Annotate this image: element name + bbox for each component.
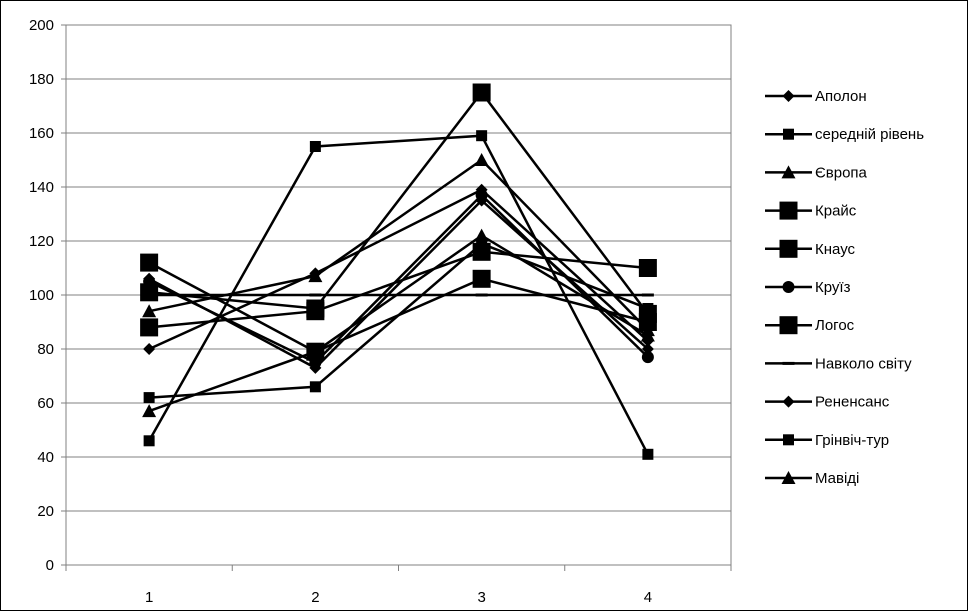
- legend-marker: [779, 239, 798, 258]
- series-line: [149, 250, 648, 329]
- legend-label: середній рівень: [815, 126, 924, 143]
- y-tick-label: 80: [37, 341, 54, 358]
- legend-label: Логос: [815, 317, 855, 334]
- data-point: [140, 253, 159, 272]
- data-point: [642, 303, 654, 314]
- data-point: [306, 302, 325, 321]
- data-point: [140, 283, 159, 302]
- series-line: [148, 198, 649, 370]
- data-point: [142, 304, 157, 318]
- legend-marker: [781, 471, 796, 484]
- series-line: [149, 242, 649, 399]
- series-line: [148, 188, 649, 351]
- data-point: [309, 361, 322, 374]
- data-point: [642, 448, 654, 460]
- data-point: [143, 272, 156, 285]
- legend-label: Мавіді: [815, 470, 859, 487]
- data-point: [140, 318, 159, 337]
- y-tick-label: 160: [29, 125, 54, 142]
- legend-marker: [783, 128, 794, 140]
- data-point: [638, 259, 657, 277]
- y-tick-label: 20: [37, 503, 54, 520]
- data-point: [476, 130, 488, 142]
- legend-marker: [779, 201, 798, 220]
- data-point: [474, 228, 489, 242]
- legend-label: Навколо світу: [815, 355, 912, 372]
- x-tick-label: 1: [145, 589, 153, 606]
- y-tick-label: 60: [37, 395, 54, 412]
- y-tick-label: 0: [46, 557, 54, 574]
- data-point: [641, 351, 654, 364]
- legend-marker: [783, 434, 794, 446]
- legend-label: Крайс: [815, 203, 857, 220]
- series-line: [148, 234, 649, 413]
- legend-marker: [782, 281, 795, 293]
- x-tick-label: 4: [644, 589, 652, 606]
- data-point: [142, 404, 157, 418]
- data-point: [143, 392, 155, 404]
- data-point: [474, 153, 489, 166]
- data-point: [640, 328, 655, 342]
- series-line: [148, 158, 649, 331]
- data-point: [472, 269, 491, 288]
- data-point: [475, 194, 488, 207]
- data-point: [308, 344, 323, 358]
- legend-label: Рененсанс: [815, 394, 890, 411]
- legend-marker: [782, 395, 795, 408]
- series-line: [149, 90, 649, 315]
- legend-label: Круїз: [815, 279, 851, 296]
- y-tick-label: 140: [29, 179, 54, 196]
- y-tick-label: 120: [29, 233, 54, 250]
- data-point: [641, 343, 654, 355]
- x-tick-label: 2: [311, 589, 319, 606]
- y-tick-label: 40: [37, 449, 54, 466]
- data-point: [143, 435, 155, 447]
- legend-label: Кнаус: [815, 241, 856, 258]
- legend-marker: [782, 90, 795, 102]
- data-point: [143, 343, 156, 355]
- data-point: [309, 141, 321, 152]
- y-tick-label: 180: [29, 71, 54, 88]
- y-tick-label: 200: [29, 17, 54, 34]
- data-point: [472, 83, 491, 102]
- legend-label: Аполон: [815, 88, 867, 105]
- legend-marker: [779, 316, 798, 335]
- legend-label: Грінвіч-тур: [815, 432, 889, 449]
- data-point: [309, 381, 321, 393]
- y-tick-label: 100: [29, 287, 54, 304]
- x-tick-label: 3: [477, 589, 485, 606]
- data-point: [638, 313, 657, 331]
- data-point: [308, 269, 323, 283]
- legend-label: Європа: [815, 164, 868, 181]
- data-point: [476, 238, 488, 250]
- legend-marker: [781, 165, 796, 179]
